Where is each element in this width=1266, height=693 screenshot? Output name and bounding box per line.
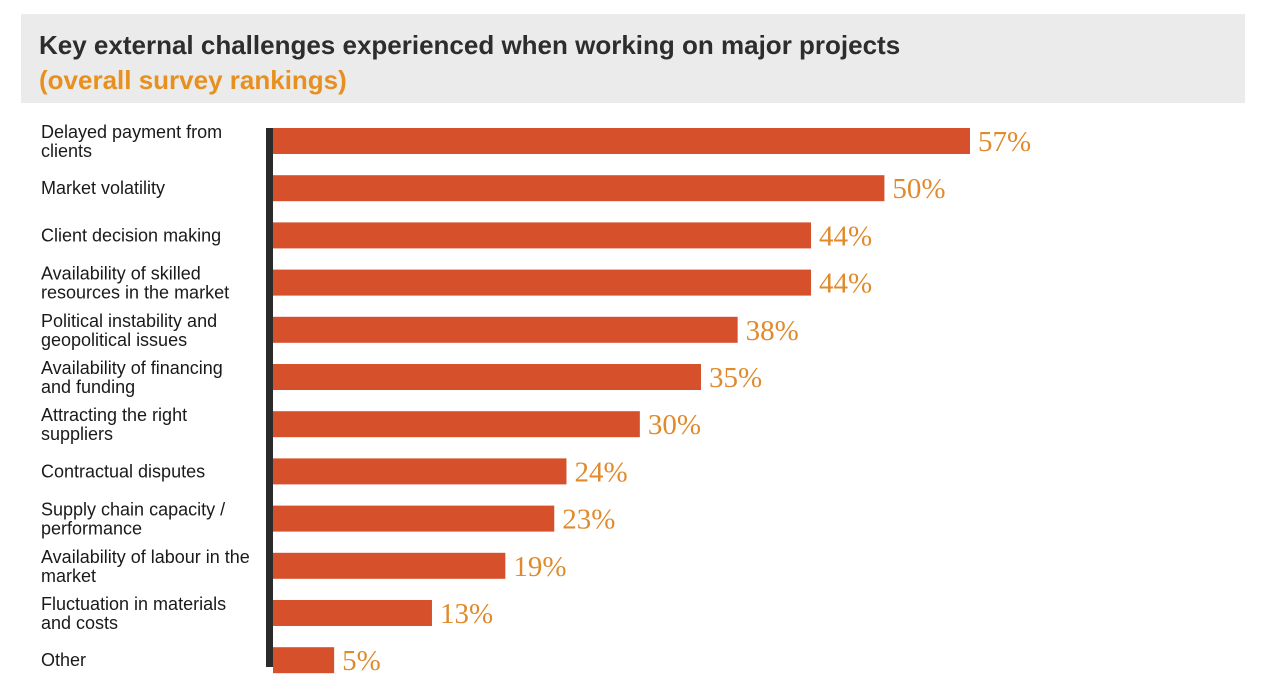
- category-label-3-line-1: resources in the market: [41, 283, 229, 303]
- category-label-0-line-0: Delayed payment from: [41, 122, 222, 142]
- category-label-10-line-1: and costs: [41, 613, 118, 633]
- category-label-1-line-0: Market volatility: [41, 178, 165, 198]
- bar-4: [273, 316, 738, 343]
- category-label-11: Other: [41, 650, 86, 670]
- value-label-5: 35%: [709, 362, 762, 394]
- value-label-10: 13%: [440, 598, 493, 630]
- category-label-5-line-0: Availability of financing: [41, 358, 223, 378]
- value-label-1: 50%: [892, 173, 945, 205]
- category-label-8: Supply chain capacity / performance: [41, 500, 225, 539]
- value-label-8: 23%: [562, 504, 615, 536]
- category-label-9-line-1: market: [41, 566, 96, 586]
- value-label-7: 24%: [574, 456, 627, 488]
- bars-group: 57% Delayed payment from clients 50% Market …: [41, 122, 1031, 677]
- value-label-0: 57%: [978, 126, 1031, 158]
- chart-header: Key external challenges experienced when…: [21, 14, 1245, 103]
- category-label-10: Fluctuation in materials and costs: [41, 594, 226, 633]
- value-label-4: 38%: [746, 315, 799, 347]
- chart-subtitle: (overall survey rankings): [39, 65, 347, 95]
- value-label-11: 5%: [342, 645, 381, 677]
- value-label-9: 19%: [513, 551, 566, 583]
- category-label-6-line-1: suppliers: [41, 424, 113, 444]
- category-label-9: Availability of labour in the market: [41, 547, 250, 586]
- category-label-4-line-1: geopolitical issues: [41, 330, 187, 350]
- category-label-8-line-1: performance: [41, 519, 142, 539]
- category-label-0: Delayed payment from clients: [41, 122, 222, 161]
- category-label-3-line-0: Availability of skilled: [41, 264, 201, 284]
- category-label-5-line-1: and funding: [41, 377, 135, 397]
- bar-5: [273, 364, 701, 390]
- category-label-0-line-1: clients: [41, 141, 92, 161]
- category-label-6-line-0: Attracting the right: [41, 405, 187, 425]
- category-label-9-line-0: Availability of labour in the: [41, 547, 250, 567]
- bar-3: [273, 269, 812, 296]
- bar-6: [273, 411, 640, 438]
- category-label-10-line-0: Fluctuation in materials: [41, 594, 226, 614]
- value-label-3: 44%: [819, 268, 872, 300]
- bar-0: [273, 128, 970, 154]
- category-label-7: Contractual disputes: [41, 461, 205, 481]
- chart-title: Key external challenges experienced when…: [39, 30, 901, 60]
- category-label-4-line-0: Political instability and: [41, 311, 217, 331]
- category-label-2-line-0: Client decision making: [41, 225, 221, 245]
- bar-8: [273, 505, 555, 532]
- category-label-2: Client decision making: [41, 225, 221, 245]
- y-axis-line: [266, 128, 273, 667]
- category-label-3: Availability of skilled resources in the …: [41, 264, 229, 303]
- category-label-6: Attracting the right suppliers: [41, 405, 187, 444]
- category-label-1: Market volatility: [41, 178, 165, 198]
- category-label-7-line-0: Contractual disputes: [41, 461, 205, 481]
- category-label-11-line-0: Other: [41, 650, 86, 670]
- bar-10: [273, 600, 432, 626]
- bar-1: [273, 175, 885, 202]
- bar-11: [273, 647, 335, 674]
- bar-7: [273, 458, 567, 485]
- category-label-4: Political instability and geopolitical is…: [41, 311, 217, 350]
- bar-2: [273, 222, 812, 249]
- category-label-5: Availability of financing and funding: [41, 358, 223, 397]
- value-label-2: 44%: [819, 220, 872, 252]
- bar-9: [273, 552, 506, 579]
- category-label-8-line-0: Supply chain capacity /: [41, 500, 225, 520]
- value-label-6: 30%: [648, 409, 701, 441]
